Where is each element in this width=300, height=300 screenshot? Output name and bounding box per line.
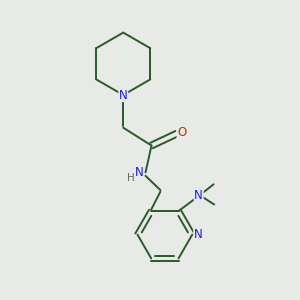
- Text: N: N: [119, 88, 128, 101]
- Text: N: N: [194, 189, 203, 202]
- Text: N: N: [135, 166, 143, 179]
- Text: O: O: [177, 126, 186, 139]
- Text: N: N: [194, 228, 203, 241]
- Text: H: H: [127, 172, 135, 183]
